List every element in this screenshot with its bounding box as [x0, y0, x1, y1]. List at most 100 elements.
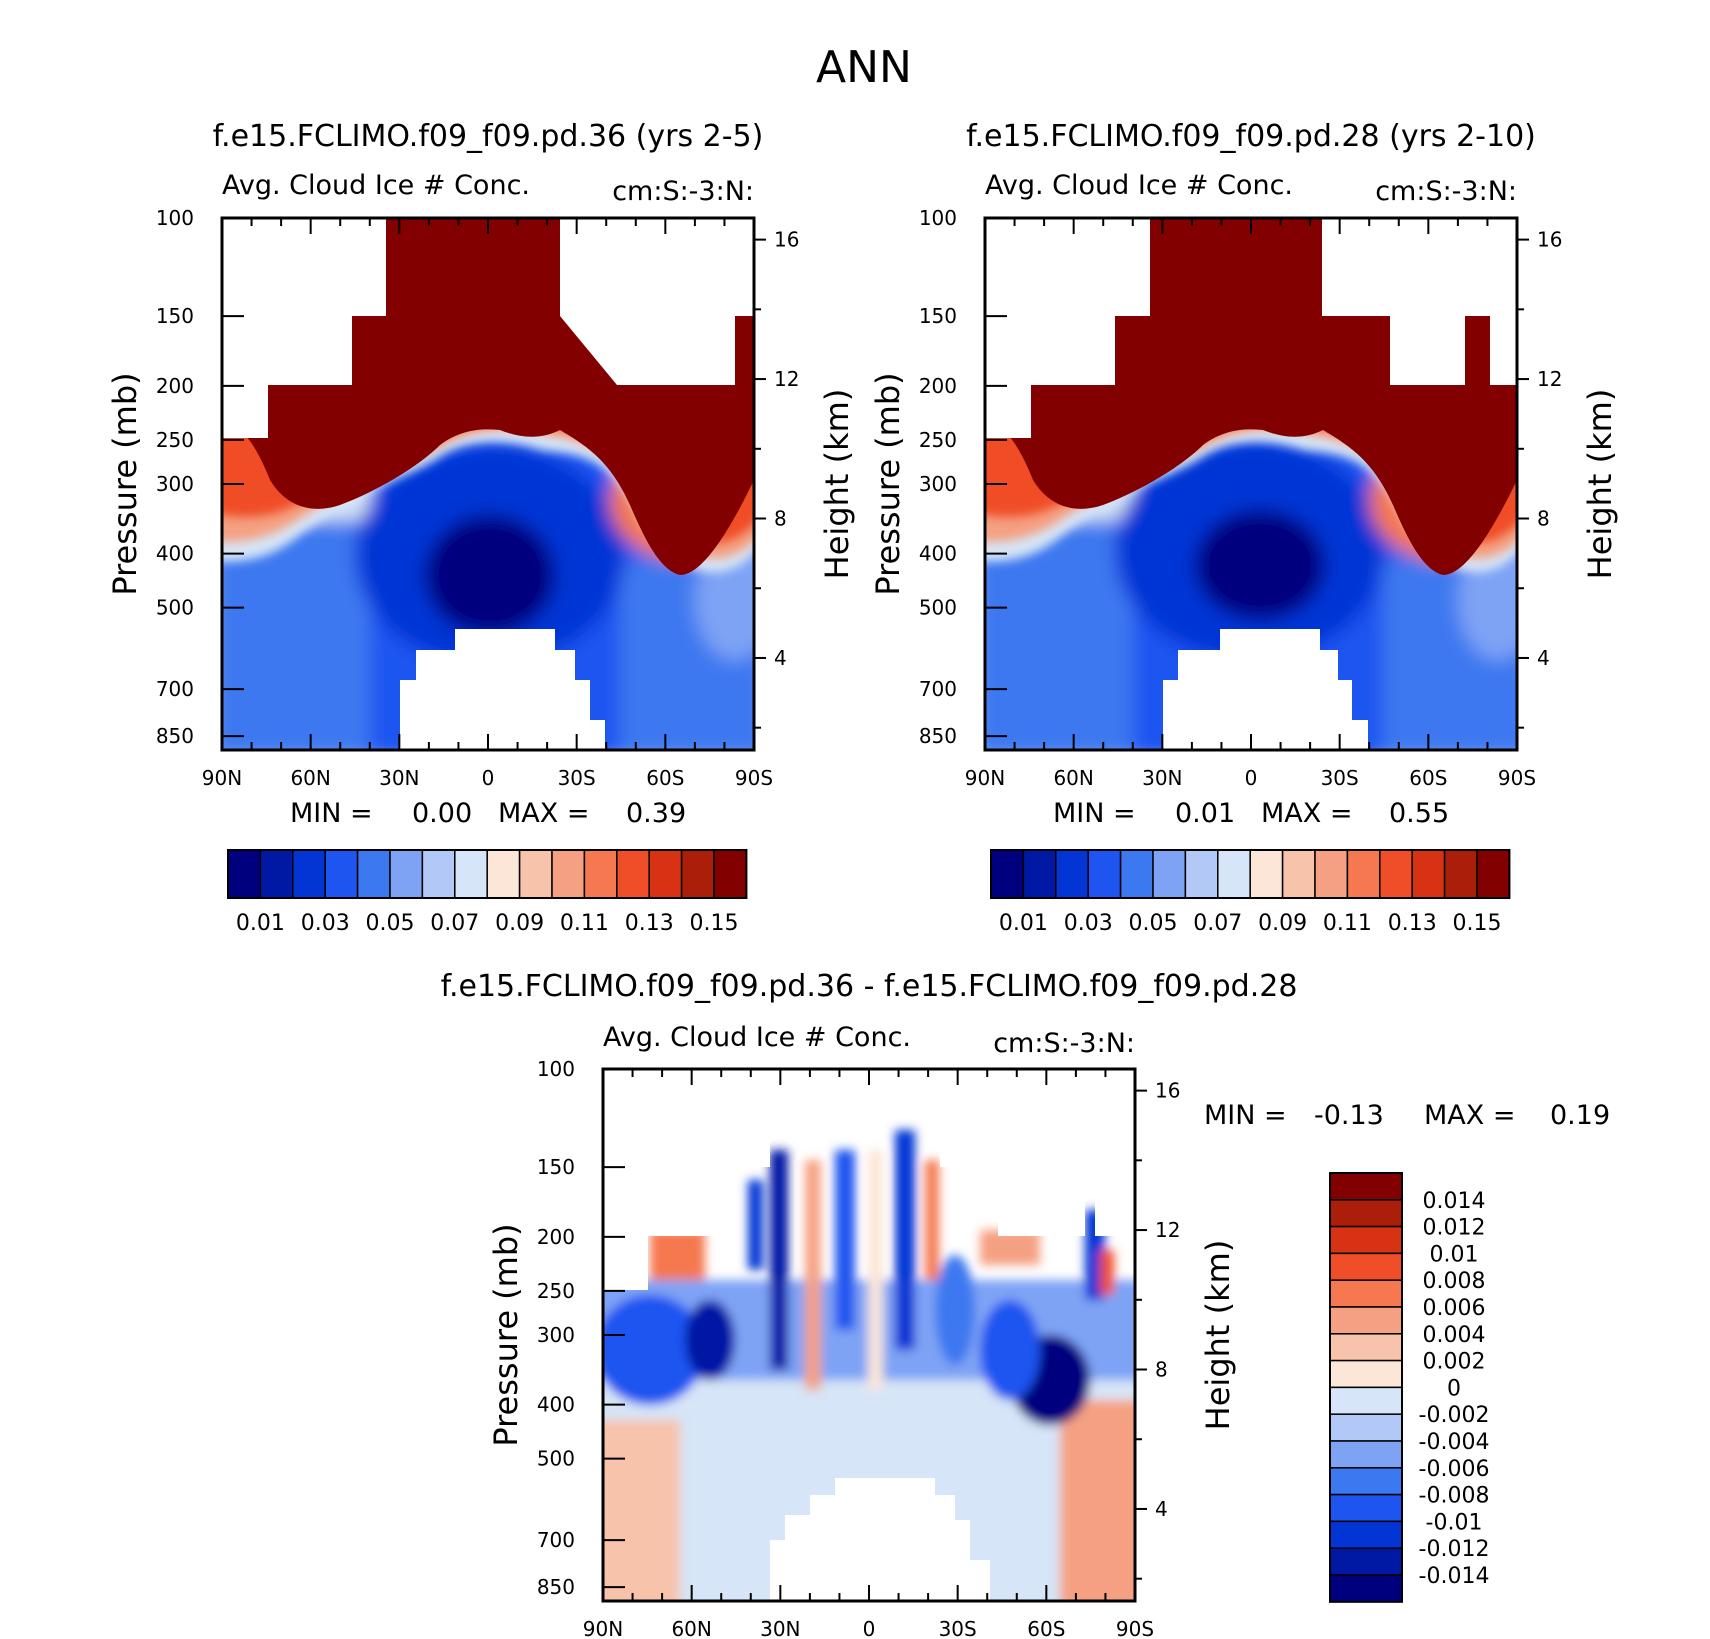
x-tick-label: 30N: [379, 766, 419, 790]
colorbar-box: [1329, 1172, 1403, 1201]
panel-subtitle-left: Avg. Cloud Ice # Conc.: [222, 170, 530, 201]
colorbar-label: -0.012: [1419, 1537, 1490, 1562]
x-tick-label: 90N: [202, 766, 242, 790]
y-tick-label: 150: [156, 304, 194, 328]
topo-mask: [400, 629, 605, 750]
y-tick-label: 300: [156, 472, 194, 496]
colorbar-box: [1329, 1359, 1403, 1389]
colorbar-box: [389, 849, 424, 899]
colorbar-label: 0.15: [690, 911, 739, 936]
y-tick-label: 100: [156, 206, 194, 230]
min-label: MIN =: [1204, 1100, 1287, 1131]
colorbar-label: -0.006: [1419, 1457, 1490, 1482]
panel-case2: f.e15.FCLIMO.f09_f09.pd.28 (yrs 2-10) Av…: [869, 119, 1619, 936]
colorbar-box: [486, 849, 521, 899]
right-tick-label: 12: [774, 367, 799, 391]
min-value: -0.13: [1314, 1100, 1384, 1131]
colorbar-box: [1329, 1493, 1403, 1523]
colorbar-label: 0.07: [430, 911, 479, 936]
y-tick-label: 400: [537, 1393, 575, 1417]
panel-subtitle-right: cm:S:-3:N:: [993, 1028, 1135, 1059]
colorbar-box: [518, 849, 553, 899]
colorbar-box: [1329, 1225, 1403, 1255]
colorbar-box: [1329, 1279, 1403, 1308]
colorbar-label: 0.006: [1423, 1296, 1486, 1321]
contour-field: [603, 1069, 1135, 1601]
min-label: MIN =: [1053, 798, 1136, 829]
y-tick-label: 500: [537, 1447, 575, 1471]
right-tick-label: 4: [1537, 646, 1550, 670]
y-axis-right: 16 12 8 4: [1135, 1079, 1180, 1580]
colorbar: 0.0140.0120.010.0080.0060.0040.0020-0.00…: [1329, 1172, 1490, 1603]
colorbar-box: [356, 849, 391, 899]
colorbar-label: 0.01: [236, 911, 285, 936]
x-tick-label: 90N: [965, 766, 1005, 790]
colorbar-box: [1329, 1467, 1403, 1496]
y-axis-label: Pressure (mb): [106, 372, 144, 595]
y-tick-label: 200: [919, 374, 957, 398]
max-value: 0.55: [1389, 798, 1449, 829]
y-tick-label: 850: [156, 724, 194, 748]
colorbar-label: 0: [1447, 1376, 1461, 1401]
colorbar-label: 0.13: [1388, 911, 1437, 936]
colorbar-box: [227, 849, 262, 899]
y-tick-label: 700: [537, 1528, 575, 1552]
panel-title: f.e15.FCLIMO.f09_f09.pd.28 (yrs 2-10): [966, 119, 1536, 154]
y-tick-label: 300: [919, 472, 957, 496]
right-tick-label: 16: [774, 228, 799, 252]
panel-subtitle-right: cm:S:-3:N:: [612, 176, 754, 207]
x-tick-label: 0: [863, 1617, 876, 1639]
right-tick-label: 16: [1155, 1079, 1180, 1103]
y-tick-label: 150: [537, 1155, 575, 1179]
panel-subtitle-left: Avg. Cloud Ice # Conc.: [603, 1022, 911, 1053]
y-tick-label: 250: [537, 1279, 575, 1303]
colorbar-label: -0.01: [1426, 1510, 1483, 1535]
colorbar-label: 0.012: [1423, 1216, 1486, 1241]
panel-subtitle-left: Avg. Cloud Ice # Conc.: [985, 170, 1293, 201]
x-tick-label: 90S: [1116, 1617, 1154, 1639]
colorbar-box: [1329, 1413, 1403, 1442]
panel-title: f.e15.FCLIMO.f09_f09.pd.36 - f.e15.FCLIM…: [441, 969, 1298, 1004]
colorbar-box: [292, 849, 326, 899]
colorbar-label: -0.008: [1419, 1484, 1490, 1509]
y-tick-label: 100: [919, 206, 957, 230]
colorbar-box: [1476, 849, 1511, 899]
colorbar-box: [713, 849, 748, 899]
x-tick-label: 60N: [671, 1617, 711, 1639]
colorbar-box: [1329, 1520, 1403, 1549]
contour-field: [985, 218, 1517, 750]
colorbar-label: 0.05: [366, 911, 415, 936]
right-tick-label: 8: [1537, 507, 1550, 531]
colorbar-label: 0.002: [1423, 1350, 1486, 1375]
colorbar-box: [551, 849, 586, 899]
x-tick-label: 0: [482, 766, 495, 790]
mask: [222, 218, 386, 438]
colorbar-box: [1329, 1574, 1403, 1603]
panel-title: f.e15.FCLIMO.f09_f09.pd.36 (yrs 2-5): [213, 119, 764, 154]
x-tick-label: 30N: [1142, 766, 1182, 790]
colorbar-box: [680, 849, 715, 899]
colorbar: 0.01 0.03 0.05 0.07 0.09 0.11 0.13 0.15: [227, 849, 748, 936]
colorbar-box: [259, 849, 294, 899]
y-tick-label: 300: [537, 1323, 575, 1347]
colorbar-label: 0.01: [1430, 1242, 1479, 1267]
y-axis-left: 100 150 200 250 300 400 500 700 850: [919, 206, 1007, 748]
colorbar-label: 0.008: [1423, 1269, 1486, 1294]
colorbar-box: [1119, 849, 1154, 899]
x-axis: 90N 60N 30N 0 30S 60S 90S: [202, 218, 773, 790]
y-axis-left: 100 150 200 250 300 400 500 700 850: [537, 1057, 625, 1599]
y-tick-label: 100: [537, 1057, 575, 1081]
colorbar-label: 0.01: [999, 911, 1048, 936]
colorbar-label: -0.002: [1419, 1403, 1490, 1428]
colorbar-label: 0.15: [1453, 911, 1502, 936]
colorbar-label: -0.014: [1419, 1564, 1490, 1589]
x-axis: 90N 60N 30N 0 30S 60S 90S: [965, 218, 1536, 790]
panel-case1: f.e15.FCLIMO.f09_f09.pd.36 (yrs 2-5) Avg…: [106, 119, 856, 936]
panel-subtitle-right: cm:S:-3:N:: [1375, 176, 1517, 207]
mask: [985, 218, 1150, 438]
colorbar-label: -0.004: [1419, 1430, 1490, 1455]
max-value: 0.39: [626, 798, 686, 829]
colorbar-box: [1329, 1440, 1403, 1469]
x-tick-label: 30N: [760, 1617, 800, 1639]
